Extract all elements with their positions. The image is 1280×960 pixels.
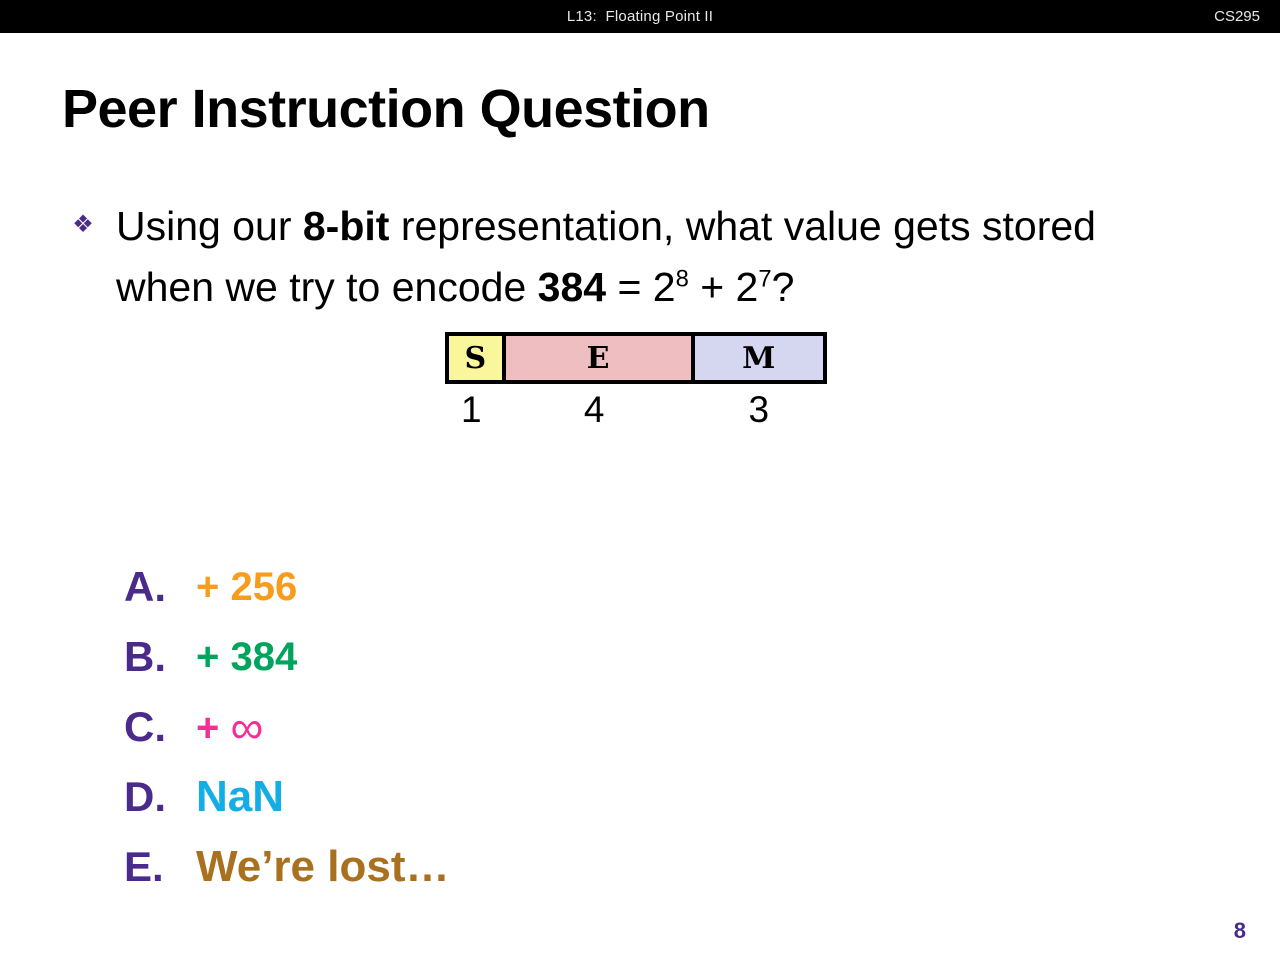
float-format-bit-widths: 1 4 3 (445, 389, 827, 431)
course-code: CS295 (1214, 8, 1260, 25)
answer-value-b: + 384 (196, 635, 298, 679)
question-bold-8bit: 8-bit (302, 203, 390, 249)
answer-letter-b: B. (124, 633, 166, 680)
field-sign-bits: 1 (461, 389, 482, 430)
question-equals: = 2 (606, 264, 676, 310)
question-end: ? (771, 264, 795, 310)
field-mantissa-bits: 3 (748, 389, 770, 430)
lecture-title: L13: Floating Point II (566, 8, 714, 25)
float-format-fields: S E M (445, 332, 827, 384)
field-exponent: E (501, 336, 691, 380)
question-part2: representation, what value gets stored w… (116, 203, 1096, 310)
answer-choice-b[interactable]: B. + 384 (124, 626, 1024, 696)
answer-choice-c[interactable]: C. + ∞ (124, 696, 1024, 766)
answer-value-e: We’re lost… (196, 842, 450, 891)
answer-value-c: + ∞ (196, 701, 264, 753)
answer-choice-d[interactable]: D. NaN (124, 766, 1024, 836)
question-exponent-7: 7 (758, 265, 772, 293)
page-title: Peer Instruction Question (62, 79, 710, 139)
answer-value-d: NaN (196, 772, 285, 821)
answer-letter-a: A. (124, 563, 166, 610)
answer-letter-e: E. (124, 843, 164, 890)
field-sign: S (449, 336, 502, 380)
page-number: 8 (1233, 918, 1246, 943)
diamond-fleuron-bullet-icon: ❖ (72, 211, 94, 238)
question-exponent-8: 8 (675, 265, 689, 293)
answer-value-a: + 256 (196, 565, 298, 609)
answer-choice-e[interactable]: E. We’re lost… (124, 836, 1024, 906)
field-exponent-bits: 4 (583, 389, 605, 430)
answer-letter-d: D. (124, 773, 166, 820)
answer-choice-list: A. + 256 B. + 384 C. + ∞ D. NaN E. We’re… (124, 556, 1024, 906)
infinity-symbol: ∞ (230, 701, 264, 753)
slide-header-bar: L13: Floating Point II CS295 (0, 0, 1280, 33)
answer-letter-c: C. (124, 703, 166, 750)
answer-choice-a[interactable]: A. + 256 (124, 556, 1024, 626)
question-plus: + 2 (688, 264, 759, 310)
float-format-diagram: S E M 1 4 3 (445, 332, 827, 431)
question-text: Using our 8-bit representation, what val… (116, 196, 1146, 318)
question-bold-384: 384 (537, 264, 607, 310)
field-mantissa: M (690, 336, 823, 380)
question-part1: Using our (116, 203, 303, 249)
